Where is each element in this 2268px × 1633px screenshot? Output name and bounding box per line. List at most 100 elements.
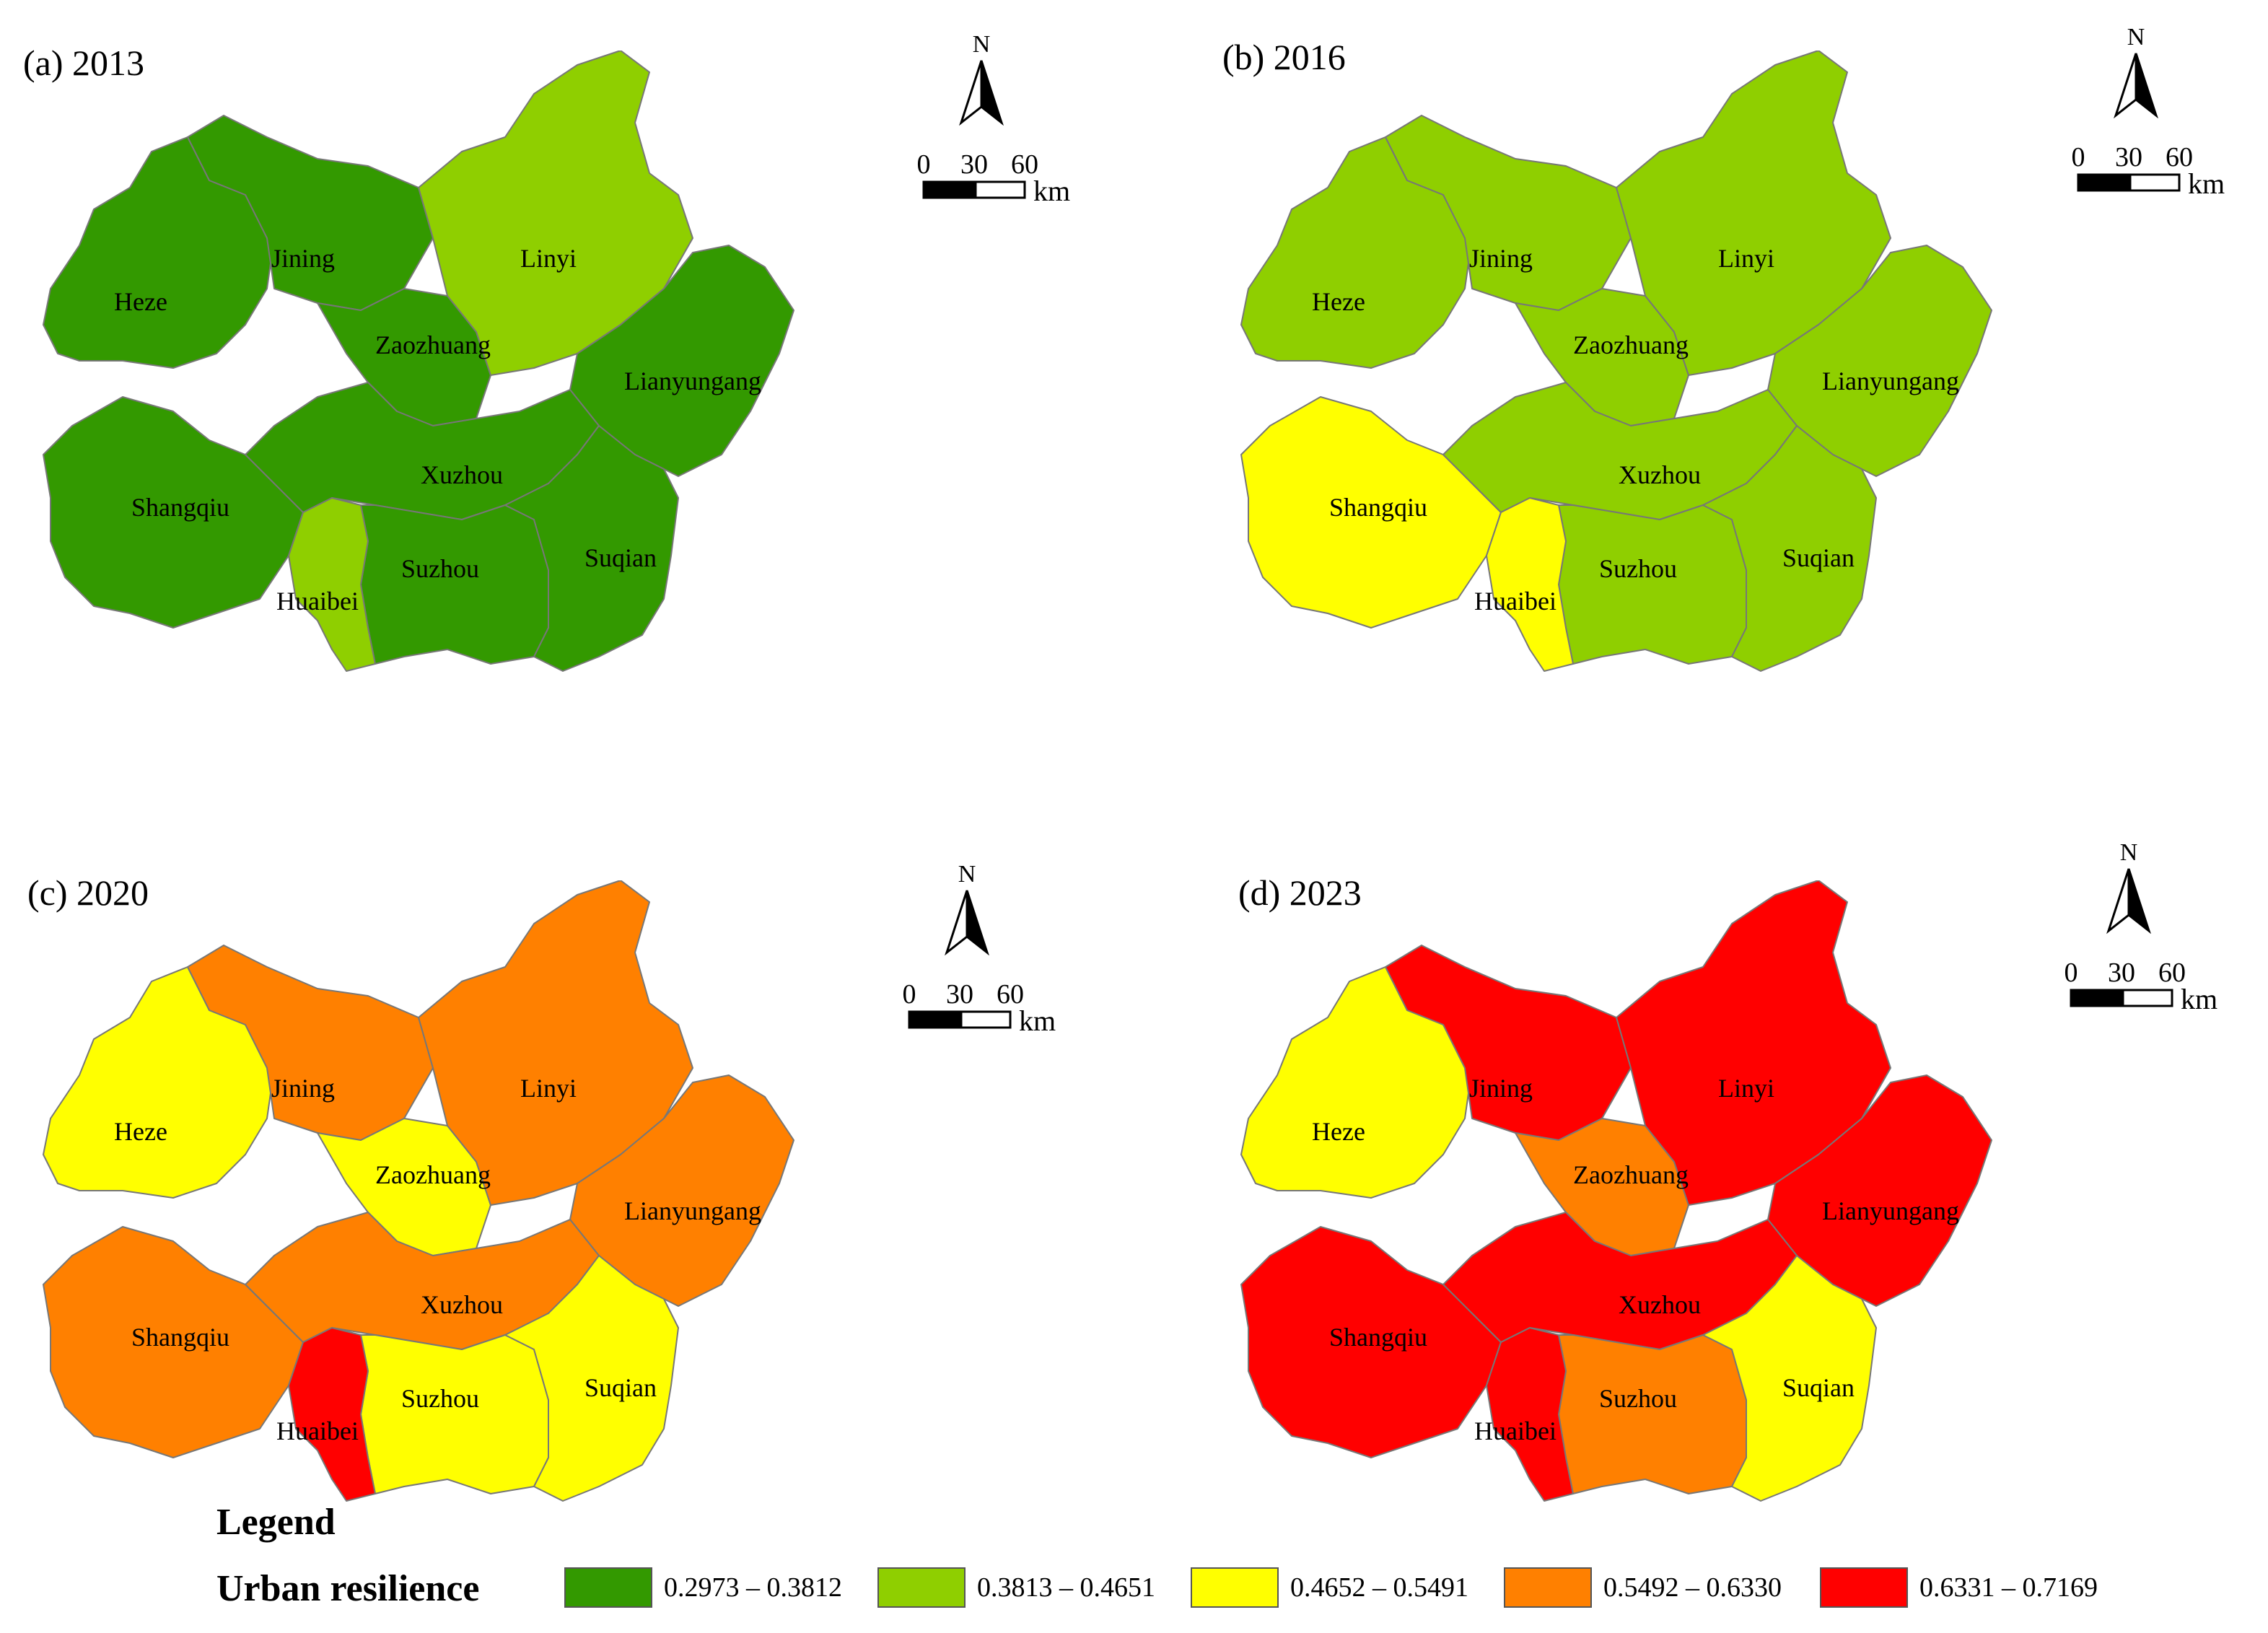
label-xuzhou: Xuzhou (421, 1290, 503, 1319)
label-shangqiu: Shangqiu (1329, 1323, 1427, 1352)
legend-item-3: 0.4652 – 0.5491 (1191, 1566, 1468, 1609)
panel-title-c: (c) 2020 (27, 872, 149, 913)
label-heze: Heze (1312, 287, 1365, 316)
legend-label-3: 0.4652 – 0.5491 (1290, 1572, 1468, 1603)
scale-tick-label: 0 (917, 149, 931, 180)
legend-item-4: 0.5492 – 0.6330 (1504, 1566, 1782, 1609)
label-heze: Heze (114, 1117, 167, 1146)
legend-label-1: 0.2973 – 0.3812 (664, 1572, 842, 1603)
label-suzhou: Suzhou (401, 554, 479, 583)
label-shangqiu: Shangqiu (131, 493, 229, 522)
label-heze: Heze (114, 287, 167, 316)
legend-swatch-2 (877, 1567, 966, 1608)
label-zaozhuang: Zaozhuang (1573, 1160, 1689, 1189)
panel-title-b: (b) 2016 (1222, 37, 1346, 77)
scale-unit: km (2188, 167, 2225, 200)
scale-bar-dark (908, 1010, 963, 1029)
scale-tick-label: 30 (946, 979, 973, 1010)
region-suzhou (1558, 504, 1747, 665)
region-zaozhuang (317, 288, 491, 426)
scale-tick-label: 0 (2065, 958, 2078, 988)
scale-bar-light (974, 180, 1026, 199)
label-linyi: Linyi (1718, 244, 1774, 273)
region-huaibei (1486, 1327, 1574, 1502)
label-suqian: Suqian (1782, 1373, 1855, 1402)
label-suzhou: Suzhou (401, 1384, 479, 1413)
label-zaozhuang: Zaozhuang (1573, 330, 1689, 359)
north-arrow-icon (2106, 868, 2130, 934)
region-shangqiu (1240, 396, 1502, 629)
label-lianyungang: Lianyungang (624, 1196, 761, 1225)
label-jining: Jining (271, 244, 335, 273)
label-jining: Jining (271, 1074, 335, 1103)
label-jining: Jining (1469, 244, 1533, 273)
region-zaozhuang (317, 1118, 491, 1256)
label-huaibei: Huaibei (276, 1417, 359, 1445)
label-suqian: Suqian (584, 1373, 657, 1402)
map-panel-2023: Heze Jining Zaozhuang Linyi Lianyungang Shang… (1240, 880, 1992, 1502)
region-suzhou (360, 504, 549, 665)
label-linyi: Linyi (520, 1074, 577, 1103)
region-suqian (1702, 425, 1877, 672)
map-panel-2020: Heze Jining Zaozhuang Linyi Lianyungang Shang… (43, 880, 794, 1502)
north-arrow-icon-fill (966, 890, 989, 956)
legend-subtitle: Urban resilience (216, 1568, 480, 1609)
region-huaibei (1486, 497, 1574, 672)
north-arrow-icon (959, 60, 983, 126)
region-linyi (1616, 51, 1891, 376)
scale-unit: km (1033, 175, 1070, 207)
label-huaibei: Huaibei (1474, 587, 1556, 616)
region-suzhou (360, 1334, 549, 1494)
scale-tick-label: 60 (2166, 142, 2193, 172)
scale-unit: km (1019, 1004, 1056, 1037)
label-zaozhuang: Zaozhuang (375, 330, 491, 359)
legend-swatch-5 (1820, 1567, 1908, 1608)
scale-unit: km (2181, 983, 2217, 1015)
legend-label-2: 0.3813 – 0.4651 (977, 1572, 1155, 1603)
label-shangqiu: Shangqiu (131, 1323, 229, 1352)
region-suzhou (1558, 1334, 1747, 1494)
scale-tick-label: 0 (903, 979, 916, 1010)
label-heze: Heze (1312, 1117, 1365, 1146)
region-shangqiu (1240, 1226, 1502, 1458)
label-suzhou: Suzhou (1599, 1384, 1677, 1413)
label-lianyungang: Lianyungang (624, 367, 761, 395)
label-suqian: Suqian (1782, 543, 1855, 572)
region-shangqiu (43, 396, 304, 629)
legend-item-5: 0.6331 – 0.7169 (1820, 1566, 2098, 1609)
region-suqian (504, 425, 679, 672)
region-linyi (418, 880, 693, 1206)
scale-tick-label: 60 (997, 979, 1024, 1010)
legend-item-2: 0.3813 – 0.4651 (877, 1566, 1155, 1609)
label-zaozhuang: Zaozhuang (375, 1160, 491, 1189)
north-label: N (2127, 24, 2145, 51)
scale-bar-light (960, 1010, 1012, 1029)
label-xuzhou: Xuzhou (1619, 460, 1701, 489)
legend-swatch-1 (564, 1567, 652, 1608)
region-huaibei (288, 1327, 376, 1502)
region-zaozhuang (1515, 1118, 1689, 1256)
scale-tick-label: 60 (1011, 149, 1038, 180)
label-linyi: Linyi (1718, 1074, 1774, 1103)
scale-bar-dark (922, 180, 977, 199)
scale-tick-label: 30 (2108, 958, 2135, 988)
scale-tick-label: 30 (2115, 142, 2142, 172)
scale-bar-dark (2070, 989, 2124, 1007)
region-linyi (1616, 880, 1891, 1206)
map-panel-2013: Heze Jining Zaozhuang Linyi Lianyungang Shang… (43, 51, 794, 672)
panel-title-a: (a) 2013 (23, 43, 144, 83)
label-huaibei: Huaibei (1474, 1417, 1556, 1445)
north-arrow-icon-fill (980, 60, 1004, 126)
scale-bar-light (2129, 173, 2181, 192)
north-arrow-icon-fill (2135, 53, 2158, 119)
north-arrow-icon-fill (2127, 868, 2151, 934)
label-xuzhou: Xuzhou (1619, 1290, 1701, 1319)
label-jining: Jining (1469, 1074, 1533, 1103)
legend-swatch-4 (1504, 1567, 1592, 1608)
region-huaibei (288, 497, 376, 672)
scale-tick-label: 0 (2072, 142, 2085, 172)
